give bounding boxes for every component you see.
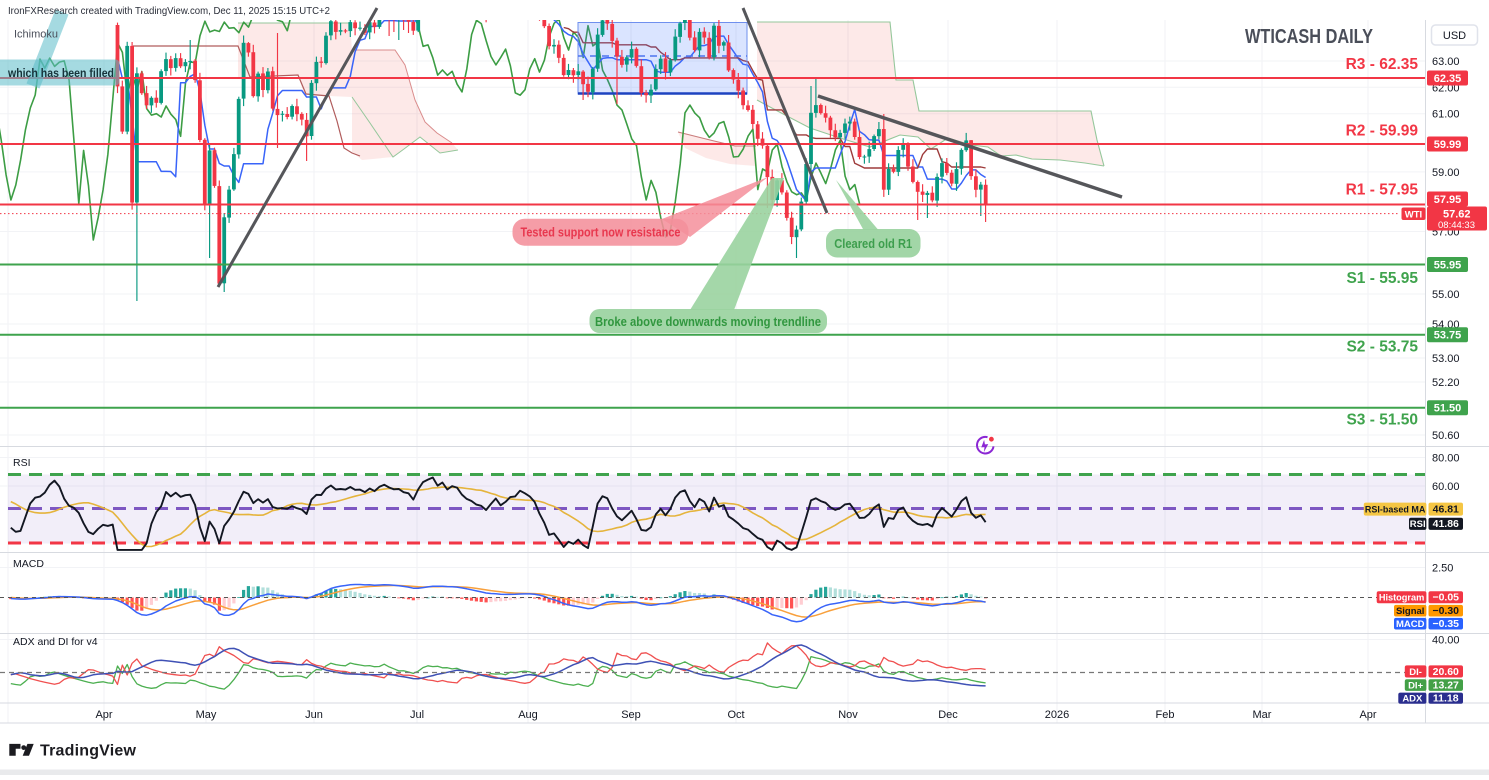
svg-text:WTICASH DAILY: WTICASH DAILY <box>1245 26 1374 48</box>
svg-text:−0.05: −0.05 <box>1432 592 1459 604</box>
svg-text:R2 - 59.99: R2 - 59.99 <box>1346 123 1419 140</box>
svg-text:−0.30: −0.30 <box>1432 605 1459 617</box>
svg-text:Histogram: Histogram <box>1379 593 1424 603</box>
svg-text:S3 - 51.50: S3 - 51.50 <box>1346 412 1418 429</box>
svg-text:S1 - 55.95: S1 - 55.95 <box>1346 270 1418 287</box>
svg-text:41.86: 41.86 <box>1433 518 1459 530</box>
svg-text:Mar: Mar <box>1253 709 1272 721</box>
svg-text:MACD: MACD <box>1396 619 1425 630</box>
svg-text:Feb: Feb <box>1156 709 1175 721</box>
svg-text:51.50: 51.50 <box>1434 403 1462 415</box>
svg-text:RSI: RSI <box>13 457 31 469</box>
svg-text:Sep: Sep <box>621 709 641 721</box>
svg-text:TradingView: TradingView <box>40 743 137 760</box>
svg-text:Apr: Apr <box>1359 709 1376 721</box>
svg-text:Jul: Jul <box>410 709 424 721</box>
svg-text:20.60: 20.60 <box>1433 666 1459 678</box>
svg-text:Nov: Nov <box>838 709 858 721</box>
svg-text:RSI: RSI <box>1410 519 1426 530</box>
svg-text:ADX and DI for v4: ADX and DI for v4 <box>13 636 98 648</box>
svg-text:46.81: 46.81 <box>1433 504 1459 516</box>
svg-text:RSI-based MA: RSI-based MA <box>1365 505 1426 515</box>
svg-text:52.20: 52.20 <box>1432 377 1460 389</box>
svg-text:WTI: WTI <box>1405 209 1422 220</box>
svg-text:11.18: 11.18 <box>1433 693 1459 705</box>
svg-text:55.00: 55.00 <box>1432 289 1460 301</box>
svg-text:63.00: 63.00 <box>1432 56 1460 68</box>
svg-text:08:44:33: 08:44:33 <box>1438 220 1475 231</box>
svg-text:80.00: 80.00 <box>1432 453 1460 465</box>
svg-text:53.00: 53.00 <box>1432 353 1460 365</box>
svg-text:Broke above downwards moving t: Broke above downwards moving trendline <box>595 315 821 329</box>
svg-text:ADX: ADX <box>1402 694 1423 705</box>
svg-text:Cleared old R1: Cleared old R1 <box>834 237 912 251</box>
svg-text:IronFXResearch created with Tr: IronFXResearch created with TradingView.… <box>8 5 330 17</box>
svg-text:MACD: MACD <box>13 558 44 570</box>
svg-text:40.00: 40.00 <box>1432 635 1460 647</box>
svg-text:2.50: 2.50 <box>1432 563 1453 575</box>
svg-text:2026: 2026 <box>1045 709 1069 721</box>
svg-text:Signal: Signal <box>1396 606 1425 617</box>
svg-text:May: May <box>196 709 217 721</box>
svg-text:60.00: 60.00 <box>1432 481 1460 493</box>
svg-text:which has been filled: which has been filled <box>7 66 114 80</box>
svg-text:50.60: 50.60 <box>1432 430 1460 442</box>
svg-text:59.99: 59.99 <box>1434 139 1462 151</box>
svg-text:R3 - 62.35: R3 - 62.35 <box>1346 56 1419 73</box>
svg-text:Aug: Aug <box>518 709 538 721</box>
svg-text:57.95: 57.95 <box>1434 194 1462 206</box>
svg-text:53.75: 53.75 <box>1434 330 1462 342</box>
svg-text:USD: USD <box>1443 30 1466 42</box>
svg-text:Tested support now resistance: Tested support now resistance <box>521 226 681 240</box>
svg-text:DI+: DI+ <box>1408 681 1424 692</box>
svg-text:−0.35: −0.35 <box>1432 618 1459 630</box>
svg-text:R1 - 57.95: R1 - 57.95 <box>1346 182 1419 199</box>
svg-text:55.95: 55.95 <box>1434 260 1462 272</box>
svg-text:59.00: 59.00 <box>1432 167 1460 179</box>
svg-text:Jun: Jun <box>305 709 323 721</box>
svg-text:57.62: 57.62 <box>1443 209 1471 221</box>
svg-text:61.00: 61.00 <box>1432 109 1460 121</box>
svg-text:Oct: Oct <box>727 709 744 721</box>
svg-text:62.35: 62.35 <box>1434 73 1462 85</box>
svg-text:Ichimoku: Ichimoku <box>14 29 58 41</box>
svg-text:S2 - 53.75: S2 - 53.75 <box>1346 339 1418 356</box>
svg-text:13.27: 13.27 <box>1433 680 1459 692</box>
svg-text:Dec: Dec <box>938 709 958 721</box>
svg-text:Apr: Apr <box>95 709 112 721</box>
svg-text:DI-: DI- <box>1409 667 1422 678</box>
